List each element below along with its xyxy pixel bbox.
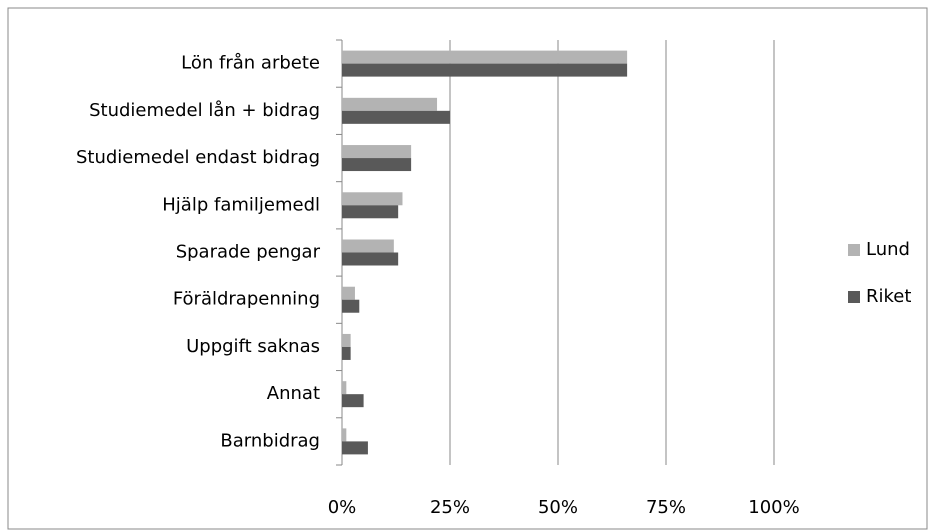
y-tick-label: Hjälp familjemedl — [162, 194, 320, 215]
bar — [342, 50, 628, 64]
bar — [342, 97, 438, 111]
bar — [342, 286, 355, 300]
y-tick-label: Föräldrapenning — [173, 289, 320, 310]
bar — [342, 205, 399, 219]
chart-border — [7, 7, 928, 530]
bar — [342, 158, 412, 172]
y-tick-label: Lön från arbete — [181, 53, 320, 74]
y-tick-label: Annat — [267, 383, 320, 404]
bar — [342, 63, 628, 77]
x-tick-label: 100% — [748, 497, 799, 518]
bar — [342, 299, 360, 313]
bar — [342, 346, 351, 360]
bar — [342, 239, 394, 253]
bar — [342, 441, 368, 455]
legend-label: Riket — [866, 286, 911, 307]
y-tick-label: Barnbidrag — [220, 430, 320, 451]
y-tick-label: Sparade pengar — [176, 242, 321, 263]
y-tick-label: Studiemedel lån + bidrag — [89, 100, 320, 121]
legend-swatch — [848, 291, 860, 303]
bar — [342, 252, 399, 266]
bar — [342, 333, 351, 347]
legend-label: Lund — [866, 239, 910, 260]
bar — [342, 110, 450, 124]
legend-swatch — [848, 244, 860, 256]
x-tick-label: 0% — [328, 497, 357, 518]
x-tick-label: 50% — [538, 497, 578, 518]
bar — [342, 394, 364, 408]
x-tick-label: 75% — [646, 497, 686, 518]
y-tick-label: Uppgift saknas — [186, 336, 320, 357]
bar — [342, 381, 347, 395]
y-tick-label: Studiemedel endast bidrag — [76, 147, 320, 168]
bar — [342, 192, 403, 206]
x-tick-label: 25% — [430, 497, 470, 518]
bar — [342, 145, 412, 159]
bar — [342, 428, 347, 442]
